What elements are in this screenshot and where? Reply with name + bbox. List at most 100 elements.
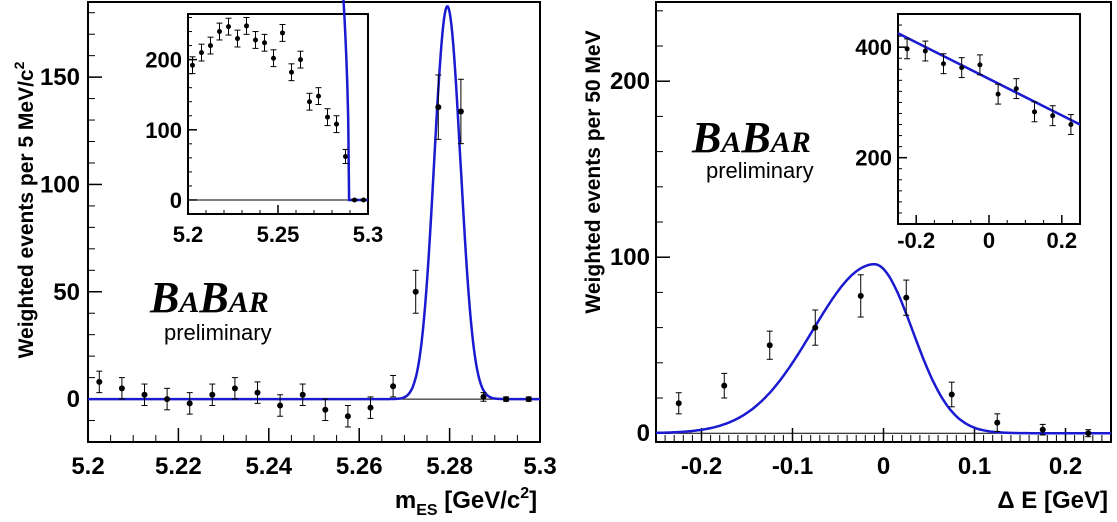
left-babar-logo: BABAR preliminary bbox=[149, 273, 272, 345]
right-inset-point bbox=[995, 91, 1001, 97]
right-y-tick-label: 100 bbox=[610, 244, 650, 271]
right-point bbox=[948, 391, 955, 398]
left-inset-point bbox=[253, 37, 258, 43]
right-inset-x-tick-label: -0.2 bbox=[897, 228, 935, 253]
left-inset-point bbox=[289, 69, 294, 75]
right-y-tick-label: 0 bbox=[637, 420, 650, 447]
left-inset-point bbox=[190, 62, 195, 68]
left-panel-mes: 5.2 5.22 5.24 5.26 5.28 5.3 0 50 100 150 Weighte… bbox=[11, 0, 557, 519]
left-point bbox=[390, 383, 397, 390]
left-point bbox=[525, 396, 532, 403]
left-x-tick-label: 5.3 bbox=[523, 453, 556, 480]
left-point bbox=[164, 396, 171, 403]
right-inset-x-tick-label: 0.2 bbox=[1047, 228, 1078, 253]
right-preliminary-label: preliminary bbox=[706, 158, 814, 183]
left-fit-curve bbox=[88, 5, 540, 401]
left-inset-point bbox=[325, 114, 330, 120]
left-point bbox=[322, 406, 329, 413]
left-inset-x-tick-labels: 5.2 5.25 5.3 bbox=[173, 222, 384, 247]
left-inset-point bbox=[334, 121, 339, 127]
right-inset-point bbox=[1068, 122, 1074, 128]
left-inset-y-tick-label: 200 bbox=[145, 48, 182, 73]
left-point bbox=[367, 404, 374, 411]
left-x-tick-label: 5.2 bbox=[71, 453, 104, 480]
left-x-tick-label: 5.22 bbox=[155, 453, 202, 480]
left-inset-point bbox=[307, 99, 312, 105]
left-inset-y-tick-label: 0 bbox=[170, 188, 182, 213]
left-inset-point bbox=[316, 93, 321, 99]
right-point bbox=[812, 324, 819, 331]
left-x-tick-label: 5.24 bbox=[245, 453, 292, 480]
left-point bbox=[209, 391, 216, 398]
left-x-tick-labels: 5.2 5.22 5.24 5.26 5.28 5.3 bbox=[71, 453, 556, 480]
right-data-points bbox=[675, 274, 1092, 438]
left-y-axis-label: Weighted events per 5 MeV/c2 bbox=[11, 61, 38, 358]
left-y-tick-labels: 0 50 100 150 bbox=[40, 64, 80, 413]
right-inset-plot: -0.2 0 0.2 200 400 bbox=[855, 13, 1081, 253]
right-point bbox=[1085, 430, 1092, 437]
left-point bbox=[344, 413, 351, 420]
right-x-tick-label: -0.2 bbox=[681, 453, 722, 480]
left-preliminary-label: preliminary bbox=[164, 320, 272, 345]
right-point bbox=[994, 419, 1001, 426]
left-point bbox=[503, 396, 510, 403]
left-inset-point bbox=[199, 50, 204, 56]
right-inset-point bbox=[977, 62, 983, 68]
right-inset-fit-line bbox=[897, 32, 1081, 126]
right-y-axis-label: Weighted events per 50 MeV bbox=[582, 30, 605, 313]
right-y-tick-label: 200 bbox=[610, 68, 650, 95]
right-inset-point bbox=[959, 65, 965, 71]
left-point bbox=[480, 393, 487, 400]
right-inset-point bbox=[941, 61, 946, 67]
left-point bbox=[254, 389, 261, 396]
right-point bbox=[766, 342, 773, 349]
left-inset-point bbox=[226, 24, 231, 30]
left-inset-point bbox=[262, 40, 267, 46]
left-point bbox=[141, 391, 148, 398]
right-inset-y-tick-label: 400 bbox=[855, 35, 892, 60]
right-x-tick-label: -0.1 bbox=[772, 453, 813, 480]
svg-text:BABAR: BABAR bbox=[149, 273, 269, 322]
right-inset-point bbox=[922, 48, 928, 54]
left-inset-point bbox=[244, 23, 249, 29]
right-inset-point bbox=[1050, 113, 1056, 119]
right-x-axis-label: Δ E [GeV] bbox=[997, 487, 1108, 514]
right-inset-x-tick-label: 0 bbox=[983, 228, 995, 253]
left-x-tick-label: 5.26 bbox=[336, 453, 383, 480]
right-panel-deltae: -0.2 -0.1 0 0.1 0.2 0 100 200 Weighted events … bbox=[582, 1, 1112, 514]
right-inset-data-points bbox=[904, 38, 1074, 135]
left-point bbox=[277, 402, 284, 409]
left-inset-point bbox=[343, 153, 348, 159]
right-fit-curve bbox=[655, 262, 1111, 435]
right-x-tick-label: 0 bbox=[877, 453, 890, 480]
left-inset-point bbox=[298, 57, 303, 63]
svg-text:BABAR: BABAR bbox=[691, 113, 811, 162]
right-axis-ticks bbox=[655, 10, 1112, 442]
left-inset-point bbox=[217, 29, 222, 35]
left-point bbox=[231, 385, 238, 392]
right-point bbox=[903, 294, 910, 301]
left-point bbox=[96, 378, 103, 385]
right-point bbox=[1039, 426, 1046, 433]
left-inset-point bbox=[208, 43, 213, 49]
right-x-tick-labels: -0.2 -0.1 0 0.1 0.2 bbox=[681, 453, 1082, 480]
left-inset-y-tick-label: 100 bbox=[145, 118, 182, 143]
left-point bbox=[299, 391, 306, 398]
left-inset-plot: 5.2 5.25 5.3 0 100 200 bbox=[145, 0, 383, 247]
left-inset-data-points bbox=[189, 17, 367, 203]
left-inset-x-tick-label: 5.25 bbox=[257, 222, 300, 247]
right-y-tick-labels: 0 100 200 bbox=[610, 68, 650, 447]
right-inset-x-tick-labels: -0.2 0 0.2 bbox=[897, 228, 1077, 253]
left-point bbox=[118, 385, 125, 392]
left-inset-point bbox=[361, 197, 366, 203]
left-y-tick-label: 50 bbox=[53, 279, 80, 306]
right-babar-logo: BABAR preliminary bbox=[691, 113, 814, 183]
left-point bbox=[435, 104, 442, 111]
left-inset-point bbox=[280, 30, 285, 36]
left-inset-y-tick-labels: 0 100 200 bbox=[145, 48, 182, 213]
left-point bbox=[186, 400, 193, 407]
right-inset-point bbox=[1032, 109, 1037, 115]
left-data-points bbox=[96, 74, 532, 428]
right-point bbox=[675, 400, 682, 407]
right-point bbox=[721, 382, 728, 389]
